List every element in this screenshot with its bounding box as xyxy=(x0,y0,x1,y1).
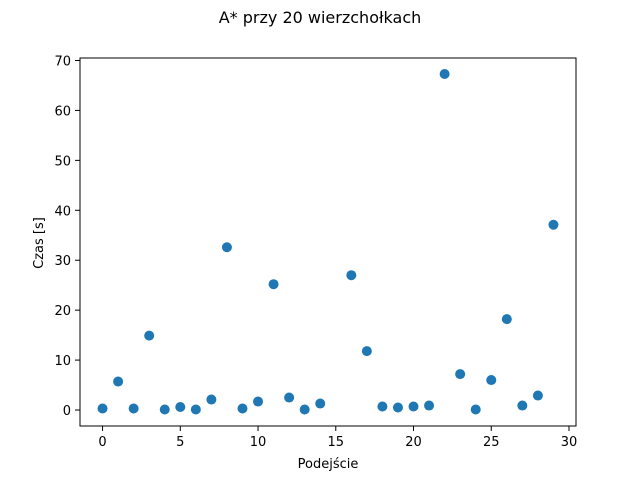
data-point xyxy=(315,398,326,409)
data-point xyxy=(501,314,512,325)
data-point xyxy=(144,330,155,341)
x-axis-label: Podejście xyxy=(298,457,359,472)
data-point xyxy=(455,369,466,380)
data-point xyxy=(221,242,232,253)
x-tick-label: 20 xyxy=(405,435,422,450)
data-point xyxy=(486,375,497,386)
data-point xyxy=(97,403,108,414)
x-tick-label: 5 xyxy=(176,435,184,450)
data-point xyxy=(237,403,248,414)
data-point xyxy=(175,402,186,413)
y-tick-label: 10 xyxy=(54,354,71,369)
data-point xyxy=(470,404,481,415)
x-tick-label: 0 xyxy=(98,435,106,450)
plot-area: 0 5 10 15 20 25 30 0 10 20 30 40 50 60 70 xyxy=(54,54,577,450)
data-point xyxy=(299,404,310,415)
x-tick-label: 15 xyxy=(328,435,345,450)
data-point xyxy=(346,270,357,281)
y-tick-label: 20 xyxy=(54,304,71,319)
data-point xyxy=(517,400,528,411)
y-tick-label: 30 xyxy=(54,254,71,269)
plot-frame xyxy=(79,57,577,427)
data-point xyxy=(532,390,543,401)
data-point xyxy=(128,403,139,414)
chart-title: A* przy 20 wierzchołkach xyxy=(219,8,422,27)
data-point xyxy=(377,401,388,412)
y-tick-label: 60 xyxy=(54,104,71,119)
data-point xyxy=(206,394,217,405)
data-point xyxy=(159,404,170,415)
data-point xyxy=(190,404,201,415)
data-point xyxy=(268,279,279,290)
data-point xyxy=(361,346,372,357)
y-tick-label: 40 xyxy=(54,204,71,219)
x-tick-label: 10 xyxy=(250,435,267,450)
y-tick-label: 0 xyxy=(63,404,71,419)
data-point xyxy=(253,396,264,407)
data-point xyxy=(548,219,559,230)
data-point xyxy=(392,402,403,413)
x-tick-label: 25 xyxy=(483,435,500,450)
data-point xyxy=(424,400,435,411)
y-tick-label: 50 xyxy=(54,154,71,169)
x-tick-label: 30 xyxy=(561,435,578,450)
y-axis-label: Czas [s] xyxy=(32,217,47,269)
data-point xyxy=(439,68,450,79)
data-point xyxy=(408,401,419,412)
data-point xyxy=(284,392,295,403)
y-tick-label: 70 xyxy=(54,54,71,69)
data-point xyxy=(113,376,124,387)
